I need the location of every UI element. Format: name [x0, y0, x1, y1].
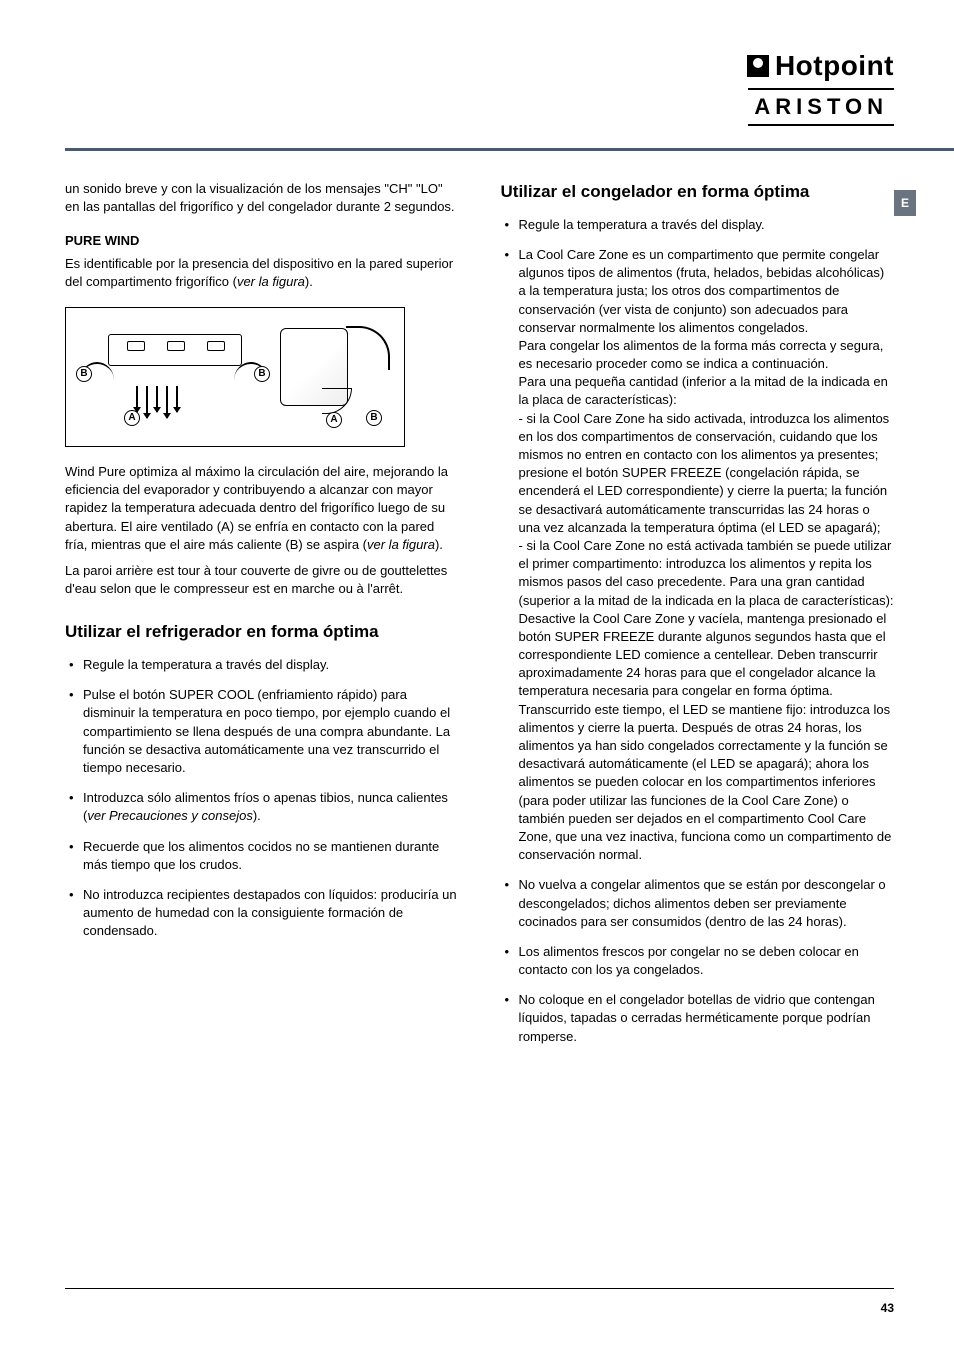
brand-top-text: Hotpoint [775, 50, 894, 82]
language-tab: E [894, 190, 916, 216]
arrow-down-icon [156, 386, 158, 412]
list-item: Recuerde que los alimentos cocidos no se… [65, 838, 459, 874]
list-item: Introduzca sólo alimentos fríos o apenas… [65, 789, 459, 825]
arrow-down-icon [166, 386, 168, 418]
header-rule [65, 148, 954, 151]
list-item: Regule la temperatura a través del displ… [65, 656, 459, 674]
refrigerator-bullets: Regule la temperatura a través del displ… [65, 656, 459, 940]
label-a: A [124, 410, 140, 426]
label-a: A [326, 412, 342, 428]
label-b: B [76, 366, 92, 382]
label-b: B [254, 366, 270, 382]
figure-right-diagram: A B [270, 322, 390, 432]
list-item: Los alimentos frescos por congelar no se… [501, 943, 895, 979]
wind-desc-para1: Wind Pure optimiza al máximo la circulac… [65, 463, 459, 554]
brand-icon [747, 55, 769, 77]
list-item: No coloque en el congelador botellas de … [501, 991, 895, 1046]
vent-box [108, 334, 242, 366]
right-column: Utilizar el congelador en forma óptima R… [495, 180, 895, 1058]
refrigerator-section-title: Utilizar el refrigerador en forma óptima [65, 620, 459, 644]
figure-left-diagram: B B A [84, 318, 264, 438]
pure-wind-para: Es identificable por la presencia del di… [65, 255, 459, 291]
list-item: No introduzca recipientes destapados con… [65, 886, 459, 941]
list-item: No vuelva a congelar alimentos que se es… [501, 876, 895, 931]
arrow-down-icon [136, 386, 138, 412]
brand-ariston: ARISTON [748, 88, 894, 126]
intro-paragraph: un sonido breve y con la visualización d… [65, 180, 459, 216]
list-item: La Cool Care Zone es un compartimento qu… [501, 246, 895, 864]
return-curve [322, 388, 352, 414]
page: Hotpoint ARISTON E un sonido breve y con… [0, 0, 954, 1351]
freezer-section-title: Utilizar el congelador en forma óptima [501, 180, 895, 204]
arrow-down-icon [146, 386, 148, 418]
left-column: un sonido breve y con la visualización d… [65, 180, 465, 1058]
header-brand: Hotpoint ARISTON [747, 50, 894, 126]
freezer-bullets: Regule la temperatura a través del displ… [501, 216, 895, 1046]
footer-rule [65, 1288, 894, 1289]
pure-wind-figure: B B A A B [65, 307, 405, 447]
list-item: Pulse el botón SUPER COOL (enfriamiento … [65, 686, 459, 777]
arrow-down-icon [176, 386, 178, 412]
airflow-curve [346, 326, 390, 370]
content-columns: un sonido breve y con la visualización d… [65, 180, 894, 1058]
list-item: Regule la temperatura a través del displ… [501, 216, 895, 234]
wind-desc-para2: La paroi arrière est tour à tour couvert… [65, 562, 459, 598]
pure-wind-heading: PURE WIND [65, 232, 459, 250]
brand-hotpoint: Hotpoint [747, 50, 894, 82]
label-b: B [366, 410, 382, 426]
page-number: 43 [881, 1301, 894, 1315]
